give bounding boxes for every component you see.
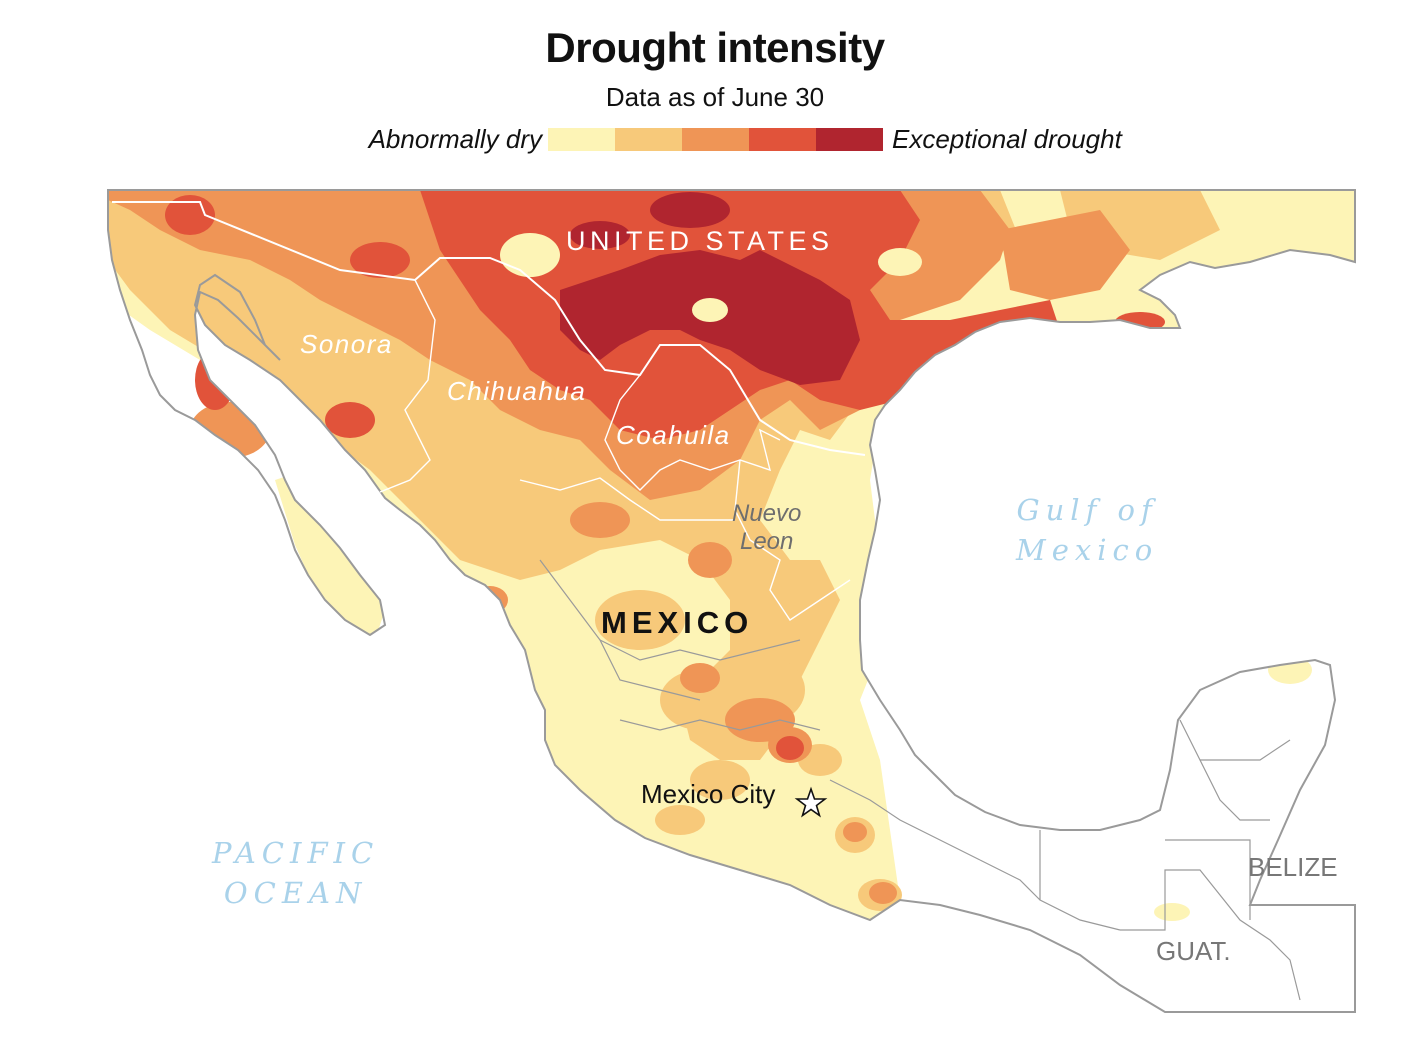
star-icon	[794, 786, 828, 818]
label-guatemala: GUAT.	[1156, 936, 1231, 966]
label-pacific-line2: OCEAN	[223, 876, 368, 910]
no-drought-pockets	[500, 233, 922, 322]
legend-low-label: Abnormally dry	[368, 124, 542, 154]
label-nuevo-leon: Nuevo Leon	[732, 500, 801, 556]
state-borders	[379, 279, 851, 621]
label-mexico: MEXICO	[601, 605, 754, 640]
label-chihuahua: Chihuahua	[447, 376, 587, 406]
legend-swatch-exceptional	[816, 128, 883, 151]
label-united-states: UNITED STATES	[566, 226, 834, 256]
southern-state-borders	[539, 559, 1301, 1001]
label-pacific-ocean: PACIFIC OCEAN	[212, 833, 379, 913]
label-gulf-of-mexico: Gulf of Mexico	[1016, 490, 1158, 570]
legend-swatch-abnormally-dry	[548, 128, 615, 151]
legend-swatch-extreme	[749, 128, 816, 151]
us-mexico-border	[112, 201, 866, 456]
label-nuevo-leon-line1: Nuevo	[732, 500, 802, 527]
legend-high-label: Exceptional drought	[892, 124, 1122, 154]
label-mexico-city: Mexico City	[641, 779, 776, 809]
label-sonora: Sonora	[300, 329, 393, 359]
label-nuevo-leon-line2: Leon	[739, 528, 794, 555]
label-gulf-line1: Gulf of	[1016, 493, 1158, 527]
label-belize: BELIZE	[1248, 852, 1338, 882]
map-title: Drought intensity	[545, 24, 885, 71]
map-subtitle: Data as of June 30	[605, 82, 825, 112]
label-pacific-line1: PACIFIC	[212, 836, 380, 870]
label-coahuila: Coahuila	[616, 420, 731, 450]
label-gulf-line2: Mexico	[1016, 533, 1159, 567]
legend-swatch-severe	[682, 128, 749, 151]
legend-color-scale	[548, 128, 883, 151]
drought-layers	[108, 190, 1355, 950]
legend-swatch-moderate	[615, 128, 682, 151]
